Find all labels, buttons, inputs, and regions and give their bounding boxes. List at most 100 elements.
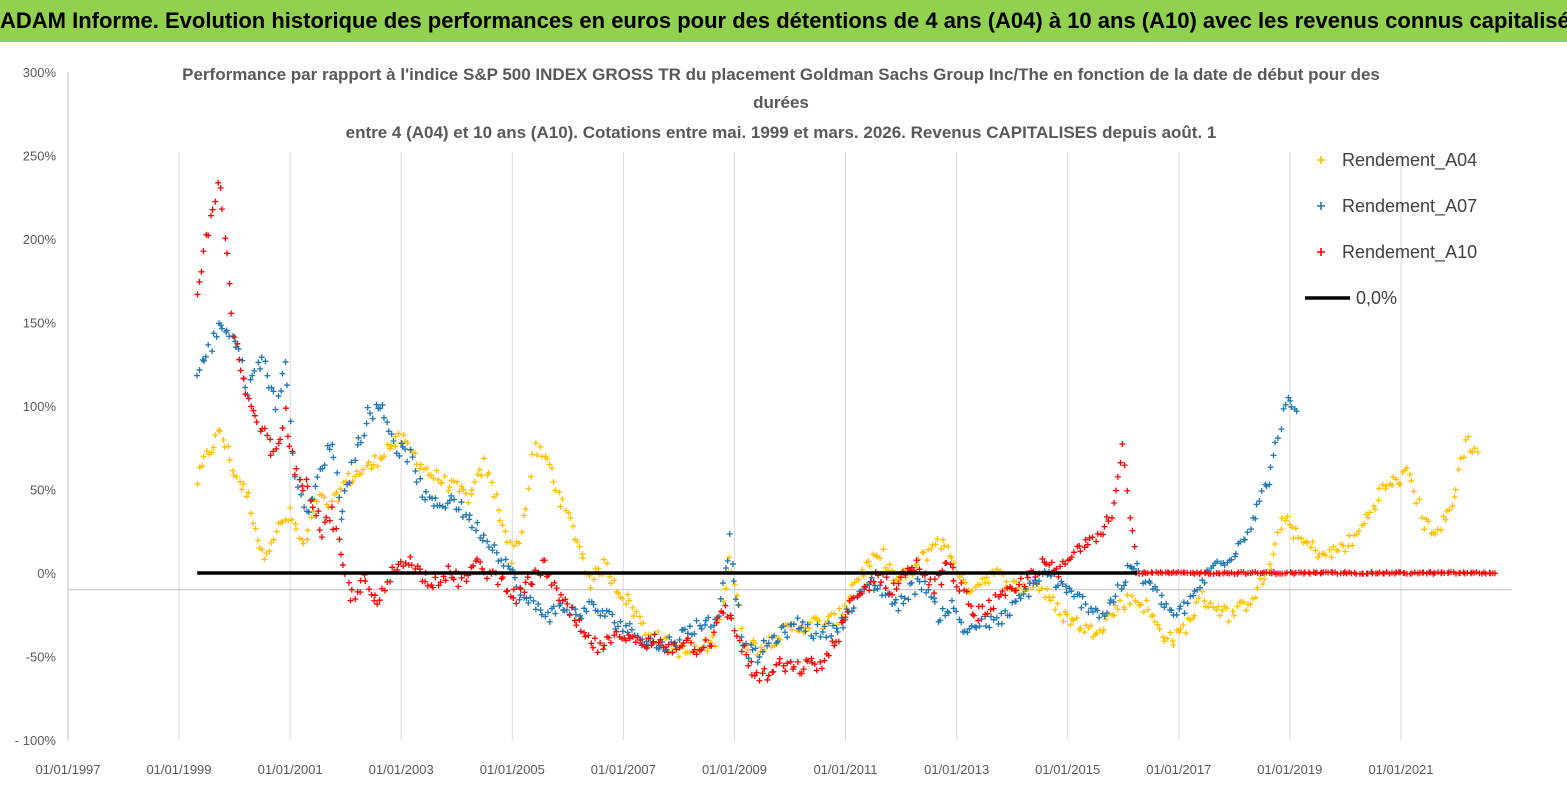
data-point bbox=[381, 453, 388, 460]
data-point bbox=[626, 597, 633, 604]
data-point bbox=[623, 600, 630, 607]
data-point bbox=[1335, 547, 1342, 554]
data-point bbox=[409, 454, 416, 461]
data-point bbox=[728, 615, 735, 622]
data-point bbox=[220, 437, 227, 444]
data-point bbox=[1105, 518, 1112, 525]
data-point bbox=[883, 574, 890, 581]
data-point bbox=[1152, 583, 1159, 590]
data-point bbox=[1287, 397, 1294, 404]
data-point bbox=[376, 597, 383, 604]
data-point bbox=[720, 609, 727, 616]
data-point bbox=[1256, 498, 1263, 505]
data-point bbox=[202, 353, 209, 360]
data-point bbox=[233, 473, 240, 480]
data-point bbox=[1124, 562, 1131, 569]
data-point bbox=[1376, 485, 1383, 492]
data-point bbox=[257, 365, 264, 372]
data-point bbox=[348, 586, 355, 593]
data-point bbox=[724, 557, 731, 564]
data-point bbox=[1249, 595, 1256, 602]
data-point bbox=[1047, 597, 1054, 604]
data-point bbox=[284, 433, 291, 440]
data-point bbox=[495, 507, 502, 514]
data-point bbox=[870, 578, 877, 585]
data-point bbox=[922, 578, 929, 585]
data-point bbox=[934, 536, 941, 543]
data-point bbox=[268, 539, 275, 546]
data-point bbox=[313, 498, 320, 505]
data-point bbox=[386, 445, 393, 452]
data-point bbox=[751, 672, 758, 679]
data-point bbox=[790, 621, 797, 628]
data-point bbox=[691, 630, 698, 637]
data-point bbox=[471, 478, 478, 485]
data-point bbox=[314, 474, 321, 481]
data-point bbox=[794, 658, 801, 665]
data-point bbox=[889, 601, 896, 608]
data-point bbox=[877, 579, 884, 586]
data-point bbox=[1237, 538, 1244, 545]
data-point bbox=[1147, 580, 1154, 587]
data-point bbox=[1408, 477, 1415, 484]
data-point bbox=[1129, 527, 1136, 534]
data-point bbox=[889, 591, 896, 598]
data-point bbox=[1103, 616, 1110, 623]
data-point bbox=[760, 637, 767, 644]
data-point bbox=[445, 563, 452, 570]
data-point bbox=[1156, 625, 1163, 632]
data-point bbox=[1159, 570, 1166, 577]
data-point bbox=[1293, 408, 1300, 415]
data-point bbox=[1154, 621, 1161, 628]
data-point bbox=[1442, 516, 1449, 523]
data-point bbox=[950, 560, 957, 567]
data-point bbox=[215, 179, 222, 186]
data-point bbox=[919, 549, 926, 556]
data-point bbox=[923, 557, 930, 564]
data-point bbox=[834, 628, 841, 635]
data-point bbox=[613, 628, 620, 635]
data-point bbox=[1176, 629, 1183, 636]
data-point bbox=[207, 212, 214, 219]
data-point bbox=[1096, 614, 1103, 621]
data-point bbox=[993, 614, 1000, 621]
data-point bbox=[446, 484, 453, 491]
data-point bbox=[339, 561, 346, 568]
data-point bbox=[226, 456, 233, 463]
data-point bbox=[745, 662, 752, 669]
data-point bbox=[1111, 612, 1118, 619]
data-point bbox=[731, 581, 738, 588]
data-point bbox=[752, 640, 759, 647]
data-point bbox=[938, 546, 945, 553]
data-point bbox=[698, 625, 705, 632]
data-point bbox=[1154, 586, 1161, 593]
data-point bbox=[445, 487, 452, 494]
data-point bbox=[1438, 527, 1445, 534]
data-point bbox=[1312, 547, 1319, 554]
series-Rendement_A07 bbox=[193, 320, 1300, 666]
data-point bbox=[538, 611, 545, 618]
data-point bbox=[400, 563, 407, 570]
data-point bbox=[532, 606, 539, 613]
data-point bbox=[1020, 591, 1027, 598]
data-point bbox=[1364, 514, 1371, 521]
data-point bbox=[262, 358, 269, 365]
data-point bbox=[759, 648, 766, 655]
data-point bbox=[196, 366, 203, 373]
data-point bbox=[459, 514, 466, 521]
data-point bbox=[215, 427, 222, 434]
data-point bbox=[329, 441, 336, 448]
data-point bbox=[476, 466, 483, 473]
data-point bbox=[223, 327, 230, 334]
data-point bbox=[1266, 481, 1273, 488]
data-point bbox=[928, 594, 935, 601]
data-point bbox=[865, 558, 872, 565]
data-point bbox=[255, 359, 262, 366]
series-Rendement_A10 bbox=[194, 179, 1498, 684]
data-point bbox=[1351, 532, 1358, 539]
data-point bbox=[855, 576, 862, 583]
data-point bbox=[1127, 514, 1134, 521]
data-point bbox=[552, 487, 559, 494]
data-point bbox=[429, 584, 436, 591]
data-point bbox=[483, 575, 490, 582]
